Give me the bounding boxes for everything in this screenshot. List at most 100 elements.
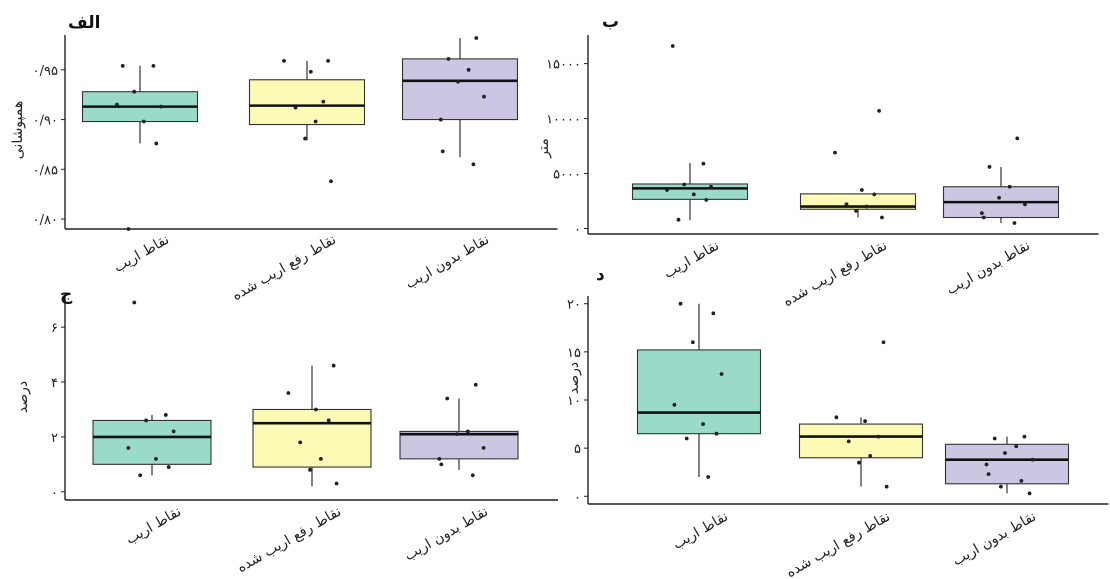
x-tick-label: نقاط رفع اریب شده — [784, 509, 893, 579]
panel-label: ج — [60, 285, 73, 305]
data-point — [154, 141, 159, 146]
data-point — [704, 198, 709, 202]
data-point — [132, 300, 137, 305]
data-point — [313, 119, 318, 124]
data-point — [314, 407, 318, 412]
x-tick-label: نقاط اریب — [123, 504, 184, 548]
data-point — [884, 484, 889, 489]
data-point — [138, 473, 143, 478]
data-point — [471, 162, 476, 167]
y-tick-label: ۲۰ — [567, 298, 581, 313]
data-point — [440, 149, 445, 154]
data-point — [1003, 451, 1007, 455]
data-point — [439, 462, 444, 467]
data-point — [438, 117, 443, 122]
data-point — [1014, 444, 1019, 449]
data-point — [880, 215, 884, 220]
data-point — [877, 108, 881, 113]
panel-dal: ۰ ۵ ۱۰ ۱۵ ۲۰ درصد د نقاط اریب نقاط رفع اریب شده ن… — [566, 265, 1109, 579]
y-axis-title: درصد — [566, 362, 582, 394]
y-tick-label: ۵۰۰۰ — [553, 168, 581, 183]
y-tick-label: ۰/۹۰ — [33, 114, 58, 129]
y-tick-label: ۰/۹۵ — [33, 64, 58, 79]
data-point — [672, 402, 677, 407]
x-tick-label: نقاط بدون اریب — [402, 504, 491, 565]
data-point — [321, 99, 326, 104]
x-tick-label: نقاط اریب — [661, 238, 722, 282]
data-point — [997, 195, 1001, 200]
box-iqr — [798, 423, 924, 459]
panel-be: ۰ ۵۰۰۰ ۱۰۰۰۰ ۱۵۰۰۰ متر ب نقاط اریب نقاط رفع اری… — [536, 12, 1099, 310]
data-point — [154, 456, 158, 461]
data-point — [126, 445, 131, 450]
data-point — [676, 217, 681, 222]
data-point — [470, 473, 475, 478]
data-point — [872, 192, 877, 197]
box-iqr — [944, 443, 1070, 485]
data-point — [329, 179, 333, 184]
panel-label: ب — [602, 12, 619, 32]
data-point — [455, 432, 459, 437]
box-iqr — [248, 79, 366, 126]
x-tick-label: نقاط بدون اریب — [944, 238, 1033, 299]
data-point — [682, 182, 687, 187]
box-iqr — [631, 183, 749, 200]
data-point — [282, 58, 286, 63]
data-point — [979, 211, 984, 216]
data-point — [719, 372, 724, 376]
data-point — [308, 69, 313, 74]
data-point — [701, 422, 705, 426]
data-point — [1015, 136, 1020, 141]
data-point — [1027, 491, 1032, 496]
x-tick-label: نقاط اریب — [670, 509, 731, 553]
data-point — [857, 460, 861, 465]
data-point — [171, 429, 176, 434]
data-point — [115, 102, 119, 107]
data-point — [120, 63, 125, 68]
data-point — [678, 301, 683, 306]
data-point — [132, 89, 137, 94]
y-axis-title: متر — [536, 138, 552, 158]
data-point — [864, 204, 869, 209]
data-point — [987, 165, 992, 169]
y-tick-label: ۱۵ — [567, 346, 581, 361]
data-point — [709, 184, 713, 189]
box-iqr — [636, 349, 762, 435]
data-point — [445, 396, 450, 401]
data-point — [293, 105, 298, 110]
box-iqr — [92, 419, 212, 465]
data-point — [456, 79, 460, 84]
data-point — [166, 465, 171, 469]
data-point — [690, 340, 695, 345]
data-point — [714, 431, 719, 436]
data-point — [998, 484, 1003, 489]
data-point — [981, 215, 986, 220]
data-point — [465, 429, 470, 434]
data-point — [482, 94, 486, 99]
data-point — [446, 56, 451, 61]
y-axis-title: درصد — [15, 381, 31, 413]
data-point — [691, 192, 696, 197]
data-point — [868, 453, 873, 458]
x-tick-label: نقاط رفع اریب شده — [230, 232, 339, 304]
data-point — [1007, 184, 1012, 189]
y-tick-label: ۶ — [51, 321, 58, 336]
box-iqr — [399, 430, 519, 460]
panel-jim: ۰ ۲ ۴ ۶ درصد ج نقاط اریب نقاط رفع اریب شده نقاط … — [15, 285, 558, 576]
y-tick-label: ۰ — [574, 223, 581, 238]
data-point — [286, 391, 291, 395]
data-point — [992, 436, 997, 441]
data-point — [159, 104, 163, 109]
data-point — [151, 63, 156, 68]
data-point — [1012, 221, 1017, 225]
y-tick-label: ۰ — [51, 486, 58, 501]
data-point — [706, 475, 711, 479]
x-tick-label: نقاط اریب — [111, 232, 172, 276]
data-point — [303, 136, 307, 141]
data-point — [684, 436, 689, 441]
x-tick-label: نقاط بدون اریب — [403, 232, 492, 293]
data-point — [670, 44, 675, 48]
data-point — [466, 67, 471, 72]
x-tick-label: نقاط رفع اریب شده — [781, 238, 890, 310]
y-tick-label: ۴ — [51, 376, 58, 391]
